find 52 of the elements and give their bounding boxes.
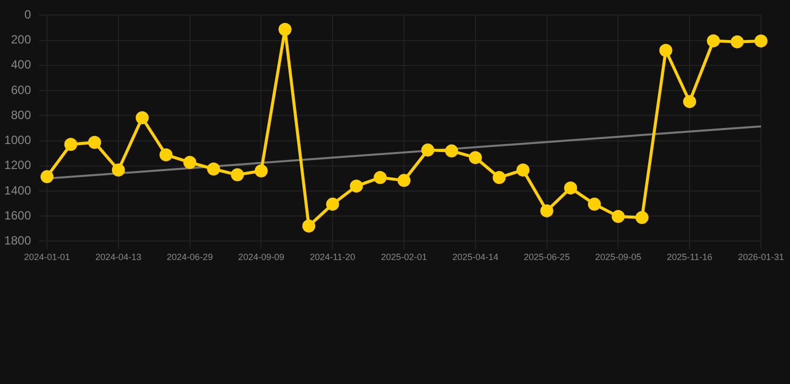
- point: [230, 168, 244, 182]
- point: [64, 138, 78, 151]
- point: [207, 162, 220, 176]
- y-tick-label: 400: [10, 58, 32, 72]
- point: [659, 44, 672, 57]
- y-tick-label: 1000: [4, 133, 32, 148]
- point: [516, 164, 530, 177]
- y-tick-label: 600: [10, 82, 32, 97]
- point: [112, 164, 125, 177]
- point: [398, 174, 410, 187]
- point: [302, 220, 316, 233]
- point: [468, 151, 482, 164]
- x-tick-label: 2026-01-31: [738, 252, 784, 262]
- y-tick-label: 1600: [4, 208, 32, 222]
- y-tick-label: 1800: [4, 234, 32, 248]
- point: [683, 95, 696, 108]
- y-tick-label: 200: [10, 32, 32, 47]
- point: [564, 181, 578, 194]
- x-tick-label: 2024-09-09: [238, 252, 284, 262]
- point: [445, 144, 458, 158]
- x-tick-label: 2024-04-13: [95, 252, 142, 262]
- x-tick-label: 2024-11-20: [310, 252, 356, 262]
- point: [88, 136, 102, 149]
- point: [183, 156, 196, 169]
- point: [588, 198, 601, 211]
- x-tick-label: 2024-06-29: [166, 252, 213, 262]
- point: [278, 22, 292, 36]
- point: [540, 204, 554, 218]
- point: [706, 34, 720, 48]
- y-tick-label: 800: [10, 108, 32, 122]
- point: [636, 210, 648, 224]
- point: [136, 111, 149, 124]
- point: [492, 171, 506, 184]
- y-tick-label: 1400: [4, 183, 32, 198]
- x-tick-label: 2025-04-14: [452, 252, 498, 262]
- point: [326, 198, 340, 211]
- point: [754, 34, 768, 48]
- y-tick-label: 1200: [4, 158, 32, 172]
- y-tick-label: 0: [24, 8, 32, 22]
- point: [421, 144, 434, 157]
- x-tick-label: 2025-09-05: [595, 252, 642, 262]
- point: [40, 170, 54, 184]
- x-tick-label: 2024-01-01: [24, 252, 70, 262]
- point: [612, 210, 625, 223]
- point: [730, 35, 744, 48]
- x-tick-label: 2025-06-25: [524, 252, 570, 262]
- point: [350, 180, 363, 193]
- x-tick-label: 2025-02-01: [380, 252, 428, 262]
- point: [374, 171, 387, 184]
- point: [160, 148, 172, 162]
- x-tick-label: 2025-11-16: [666, 252, 712, 262]
- point: [254, 164, 268, 178]
